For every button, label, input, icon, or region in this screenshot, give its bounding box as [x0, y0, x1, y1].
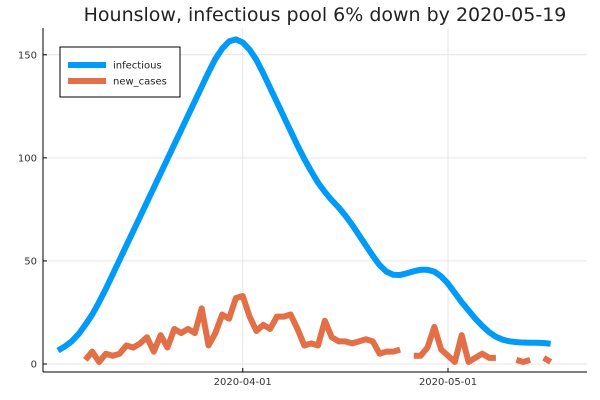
x-tick-label: 2020-05-01 [419, 377, 477, 388]
series-infectious [56, 36, 551, 354]
chart-title: Hounslow, infectious pool 6% down by 202… [84, 4, 567, 26]
series-line-new_cases [413, 323, 496, 365]
y-tick-label: 100 [18, 153, 37, 164]
legend-label-new_cases: new_cases [113, 77, 167, 88]
legend: infectious new_cases [59, 46, 181, 98]
y-tick-label: 0 [31, 360, 37, 371]
y-tick-label: 150 [18, 50, 37, 61]
legend-box [59, 46, 181, 98]
series-line-new_cases [515, 357, 531, 365]
axes [42, 28, 587, 373]
y-tick-label: 50 [24, 256, 37, 267]
x-tick-label: 2020-04-01 [214, 377, 272, 388]
series-line-new_cases [83, 292, 401, 365]
series-line-infectious [56, 36, 551, 354]
ticks: 0 50 100 150 2020-04-01 2020-05-01 [18, 50, 477, 388]
series-line-new_cases [542, 355, 553, 365]
legend-label-infectious: infectious [113, 61, 162, 72]
series-new_cases [83, 292, 553, 365]
series-layer [56, 36, 553, 365]
